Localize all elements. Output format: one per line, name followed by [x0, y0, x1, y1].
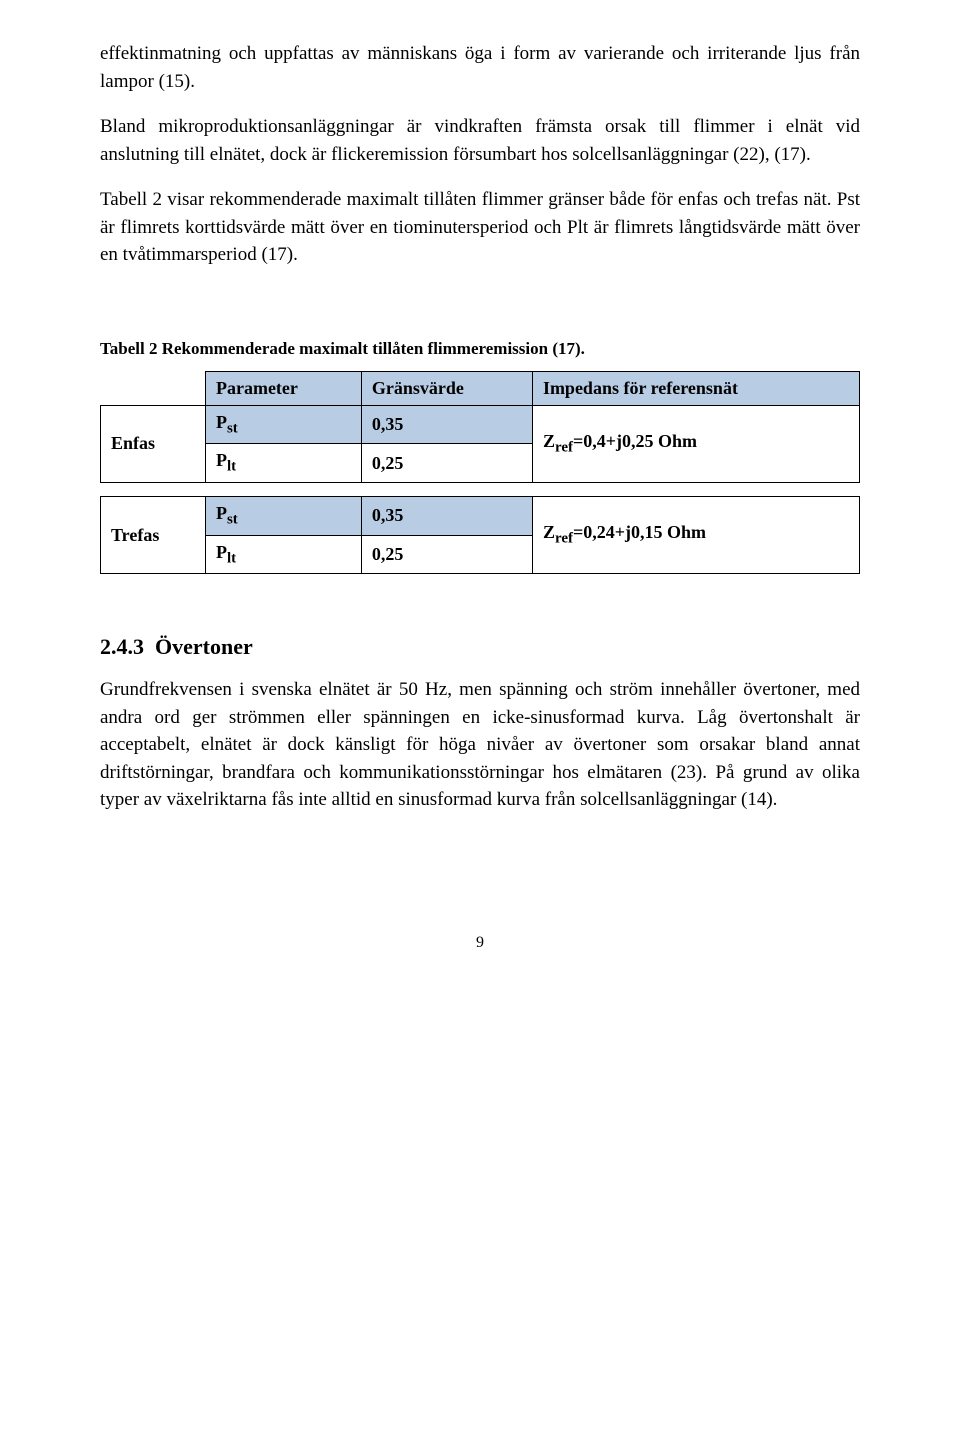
- table-row: Enfas Pst 0,35 Zref=0,4+j0,25 Ohm: [101, 405, 860, 444]
- document-page: effektinmatning och uppfattas av människ…: [0, 0, 960, 1012]
- cell-limit: 0,35: [361, 405, 532, 444]
- table-gap-row: [101, 483, 860, 497]
- cell-param: Pst: [205, 405, 361, 444]
- paragraph-2: Bland mikroproduktionsanläggningar är vi…: [100, 113, 860, 168]
- col-header-impedance: Impedans för referensnät: [532, 371, 859, 405]
- row-group-enfas: Enfas: [101, 405, 206, 482]
- row-group-trefas-label: Trefas: [111, 525, 159, 545]
- cell-impedance-trefas: Zref=0,24+j0,15 Ohm: [532, 497, 859, 574]
- cell-limit: 0,25: [361, 444, 532, 483]
- row-group-enfas-label: Enfas: [111, 433, 155, 453]
- cell-limit: 0,25: [361, 535, 532, 574]
- cell-param: Plt: [205, 535, 361, 574]
- col-header-parameter: Parameter: [205, 371, 361, 405]
- table-caption: Tabell 2 Rekommenderade maximalt tillåte…: [100, 339, 860, 359]
- paragraph-1-text: effektinmatning och uppfattas av människ…: [100, 43, 860, 92]
- section-number: 2.4.3: [100, 634, 144, 659]
- row-group-trefas: Trefas: [101, 497, 206, 574]
- section-title: Övertoner: [155, 634, 253, 659]
- paragraph-3-text: Tabell 2 visar rekommenderade maximalt t…: [100, 189, 860, 265]
- page-number: 9: [100, 934, 860, 952]
- paragraph-3: Tabell 2 visar rekommenderade maximalt t…: [100, 186, 860, 269]
- table-corner-blank: [101, 371, 206, 405]
- paragraph-2-text: Bland mikroproduktionsanläggningar är vi…: [100, 116, 860, 165]
- table-row: Trefas Pst 0,35 Zref=0,24+j0,15 Ohm: [101, 497, 860, 536]
- section-heading: 2.4.3 Övertoner: [100, 634, 860, 660]
- table-header-row: Parameter Gränsvärde Impedans för refere…: [101, 371, 860, 405]
- cell-impedance-enfas: Zref=0,4+j0,25 Ohm: [532, 405, 859, 482]
- paragraph-1: effektinmatning och uppfattas av människ…: [100, 40, 860, 95]
- paragraph-4: Grundfrekvensen i svenska elnätet är 50 …: [100, 676, 860, 814]
- table-gap-cell: [101, 483, 860, 497]
- paragraph-4-text: Grundfrekvensen i svenska elnätet är 50 …: [100, 679, 860, 810]
- col-header-limit: Gränsvärde: [361, 371, 532, 405]
- cell-limit: 0,35: [361, 497, 532, 536]
- cell-param: Pst: [205, 497, 361, 536]
- cell-param: Plt: [205, 444, 361, 483]
- flicker-table: Parameter Gränsvärde Impedans för refere…: [100, 371, 860, 574]
